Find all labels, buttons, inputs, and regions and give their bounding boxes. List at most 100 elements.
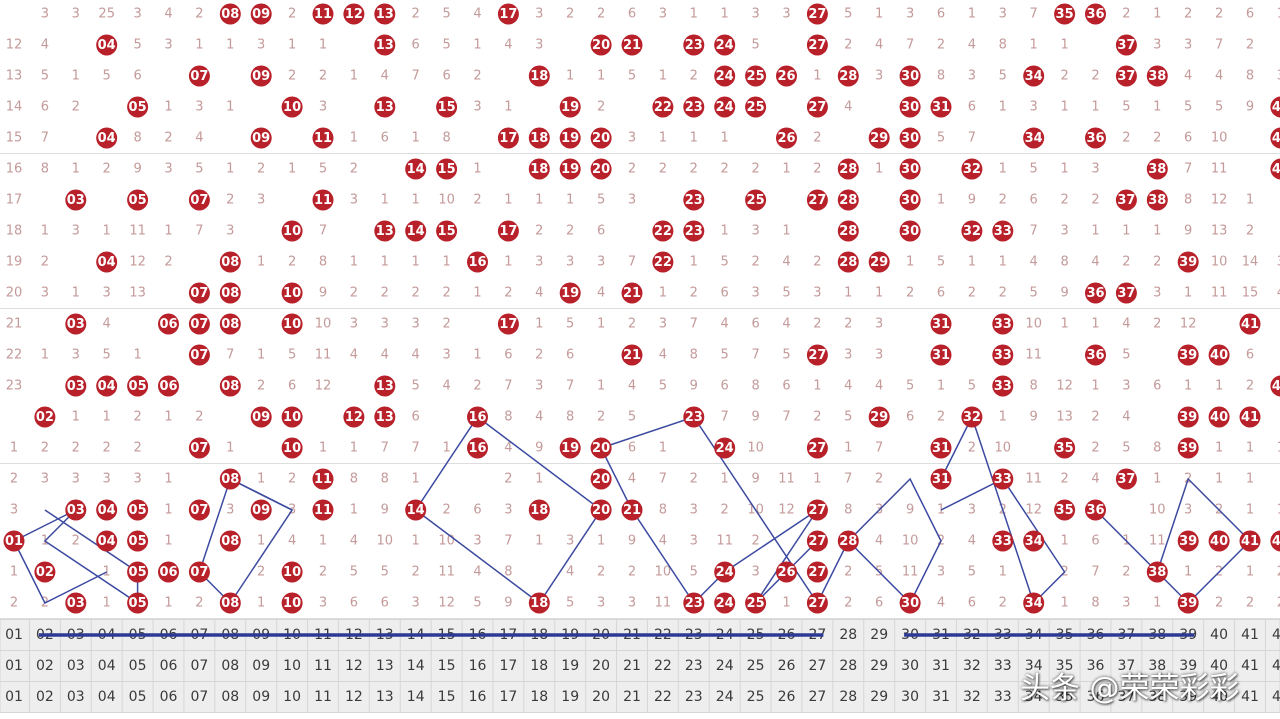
drawn-number-ball: 05 <box>127 561 149 583</box>
header-number: 36 <box>1087 658 1105 674</box>
drawn-number-ball: 31 <box>930 437 952 459</box>
miss-count-cell: 3 <box>473 100 481 115</box>
ball-number: 21 <box>623 503 641 518</box>
drawn-number-ball: 29 <box>868 406 890 428</box>
ball-number: 10 <box>283 441 301 456</box>
drawn-number-ball: 37 <box>1115 65 1137 87</box>
ball-circle <box>1208 406 1230 428</box>
drawn-number-ball: 07 <box>188 189 210 211</box>
miss-count-cell: 1 <box>226 441 234 456</box>
ball-circle <box>1054 499 1076 521</box>
ball-circle <box>250 127 272 149</box>
miss-count-cell: 7 <box>412 69 420 84</box>
miss-count-cell: 8 <box>381 472 389 487</box>
ball-number: 32 <box>963 410 981 425</box>
header-number: 31 <box>932 689 950 705</box>
header-number: 04 <box>98 689 116 705</box>
ball-number: 33 <box>994 472 1012 487</box>
drawn-number-ball: 03 <box>65 375 87 397</box>
miss-count-cell: 1 <box>257 534 265 549</box>
ball-number: 18 <box>530 596 548 611</box>
ball-number: 36 <box>1086 503 1104 518</box>
connection-line <box>13 540 108 605</box>
ball-number: 30 <box>901 162 919 177</box>
ball-number: 23 <box>685 100 703 115</box>
ball-circle <box>683 189 705 211</box>
miss-count-cell: 2 <box>937 410 945 425</box>
miss-count-cell: 4 <box>504 441 512 456</box>
miss-count-cell: 15 <box>1242 286 1259 301</box>
ball-circle <box>96 530 118 552</box>
header-number: 14 <box>407 658 425 674</box>
miss-count-cell: 10 <box>1149 503 1166 518</box>
miss-count-cell: 3 <box>133 472 141 487</box>
miss-count-cell: 5 <box>1215 100 1223 115</box>
miss-count-cell: 6 <box>381 131 389 146</box>
header-number: 15 <box>438 658 456 674</box>
ball-circle <box>188 344 210 366</box>
ball-circle <box>250 65 272 87</box>
ball-circle <box>1177 592 1199 614</box>
miss-count-cell: 4 <box>721 317 729 332</box>
miss-count-cell: 2 <box>288 472 296 487</box>
drawn-number-ball: 20 <box>590 127 612 149</box>
drawn-number-ball: 28 <box>837 65 859 87</box>
ball-number: 23 <box>685 38 703 53</box>
miss-count-cell: 12 <box>1211 193 1228 208</box>
header-number: 23 <box>685 658 703 674</box>
ball-circle <box>776 127 797 149</box>
header-number: 32 <box>963 689 981 705</box>
miss-count-cell: 4 <box>1215 69 1223 84</box>
ball-number: 11 <box>314 503 332 518</box>
miss-count-cell: 2 <box>381 286 389 301</box>
ball-number: 10 <box>283 224 301 239</box>
ball-circle <box>745 592 767 614</box>
miss-count-cell: 12 <box>1180 317 1197 332</box>
ball-number: 23 <box>685 193 703 208</box>
ball-circle <box>1023 65 1045 87</box>
miss-count-cell: 16 <box>6 162 23 177</box>
ball-number: 19 <box>561 100 579 115</box>
ball-number: 30 <box>901 193 919 208</box>
miss-count-cell: 1 <box>659 286 667 301</box>
miss-count-cell: 8 <box>1091 596 1099 611</box>
miss-count-cell: 6 <box>1246 7 1254 22</box>
ball-circle <box>899 65 921 87</box>
miss-count-cell: 3 <box>566 255 574 270</box>
ball-number: 25 <box>747 596 765 611</box>
drawn-number-ball: 39 <box>1177 251 1199 273</box>
miss-count-cell: 1 <box>1060 317 1068 332</box>
drawn-number-ball: 08 <box>219 3 241 25</box>
drawn-number-ball: 23 <box>683 406 705 428</box>
miss-count-cell: 11 <box>1025 472 1042 487</box>
miss-count-cell: 1 <box>164 410 172 425</box>
drawn-number-ball: 10 <box>281 561 303 583</box>
miss-count-cell: 2 <box>1277 565 1280 580</box>
header-number: 33 <box>994 658 1012 674</box>
miss-count-cell: 6 <box>1091 534 1099 549</box>
ball-circle <box>312 468 334 490</box>
ball-circle <box>405 158 427 180</box>
miss-count-cell: 2 <box>1153 131 1161 146</box>
miss-count-cell: 1 <box>1153 472 1161 487</box>
ball-number: 04 <box>98 503 116 518</box>
miss-count-cell: 2 <box>1091 193 1099 208</box>
miss-count-cell: 1 <box>72 162 80 177</box>
miss-count-cell: 1 <box>133 348 141 363</box>
miss-count-cell: 5 <box>442 7 450 22</box>
miss-count-cell: 3 <box>968 503 976 518</box>
miss-count-cell: 1 <box>164 224 172 239</box>
drawn-number-ball: 08 <box>219 468 241 490</box>
miss-count-cell: 2 <box>751 162 759 177</box>
miss-count-cell: 4 <box>566 565 574 580</box>
miss-count-cell: 2 <box>1153 255 1161 270</box>
ball-number: 24 <box>716 100 734 115</box>
miss-count-cell: 5 <box>319 162 327 177</box>
miss-count-cell: 1 <box>226 100 234 115</box>
miss-count-cell: 3 <box>751 7 759 22</box>
drawn-number-ball: 36 <box>1085 344 1106 366</box>
ball-circle <box>219 3 241 25</box>
miss-count-cell: 3 <box>319 596 327 611</box>
ball-circle <box>1023 592 1045 614</box>
miss-count-cell: 4 <box>937 596 945 611</box>
